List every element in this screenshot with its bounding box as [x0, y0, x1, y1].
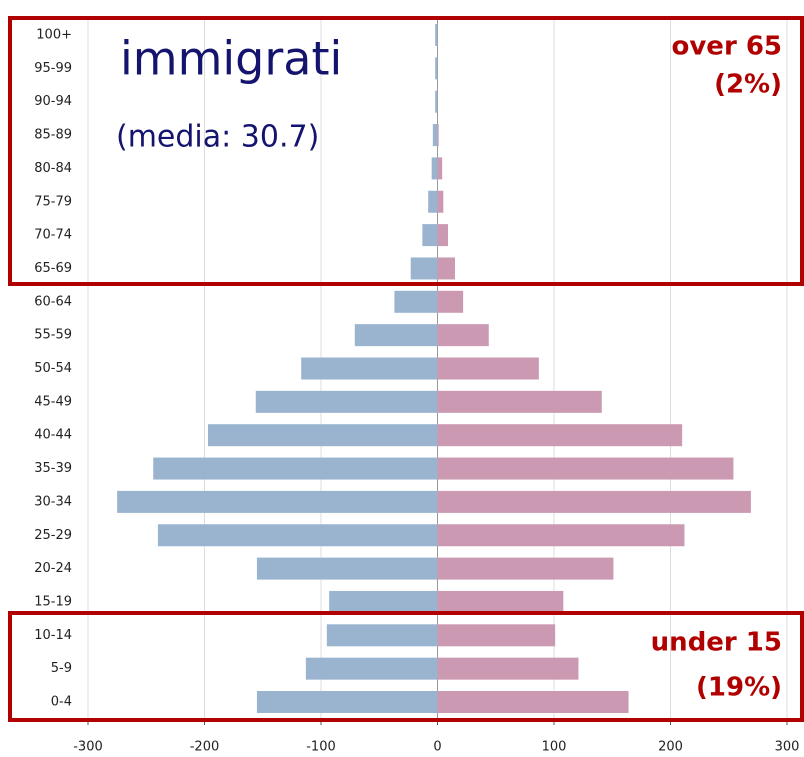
bar	[435, 24, 438, 46]
bar	[437, 524, 685, 547]
x-tick-label: 100	[542, 740, 567, 755]
x-tick-label: -200	[190, 740, 220, 755]
bar	[157, 524, 438, 547]
annotation: (19%)	[696, 673, 782, 703]
bar	[305, 657, 438, 680]
y-tick-label: 25-29	[34, 528, 72, 543]
under-15-box	[8, 611, 804, 722]
bar	[437, 290, 464, 313]
y-tick-label: 90-94	[34, 94, 72, 109]
bar	[256, 691, 438, 713]
bars	[117, 24, 751, 713]
annotation: over 65	[672, 32, 783, 62]
y-tick-label: 10-14	[34, 628, 72, 643]
bar	[326, 624, 438, 647]
y-tick-label: 95-99	[34, 61, 72, 76]
bar	[153, 457, 438, 480]
x-tick-label: -300	[73, 740, 103, 755]
bar	[437, 390, 602, 413]
x-tick-label: 0	[433, 740, 441, 755]
y-tick-label: 55-59	[34, 328, 72, 343]
bar	[437, 557, 614, 580]
bar	[437, 324, 489, 347]
bar	[255, 390, 438, 413]
bar	[207, 424, 438, 447]
y-tick-label: 0-4	[51, 695, 72, 710]
annotation: (2%)	[714, 70, 782, 100]
bar	[435, 57, 438, 80]
y-tick-label: 85-89	[34, 128, 72, 143]
x-tick-label: 300	[775, 740, 800, 755]
y-tick-label: 5-9	[51, 661, 72, 676]
bar	[422, 224, 438, 247]
bar	[117, 490, 438, 513]
bar	[435, 90, 438, 113]
y-tick-label: 80-84	[34, 161, 72, 176]
y-tick-label: 15-19	[34, 594, 72, 609]
bar	[301, 357, 438, 380]
y-tick-label: 50-54	[34, 361, 72, 376]
bar	[437, 257, 455, 280]
bar	[437, 624, 556, 647]
y-tick-label: 100+	[36, 28, 72, 43]
y-tick-label: 60-64	[34, 294, 72, 309]
bar	[432, 124, 438, 147]
y-tick-label: 35-39	[34, 461, 72, 476]
bar	[394, 290, 438, 313]
over-65-box	[8, 16, 804, 286]
bar	[329, 590, 438, 613]
bar	[437, 457, 734, 480]
bar	[354, 324, 438, 347]
bar	[437, 424, 683, 447]
y-tick-label: 70-74	[34, 228, 72, 243]
bar	[431, 157, 438, 180]
bar	[437, 590, 564, 613]
bar	[437, 124, 439, 147]
y-tick-label: 65-69	[34, 261, 72, 276]
y-tick-label: 40-44	[34, 428, 72, 443]
bar	[437, 224, 448, 247]
bar	[256, 557, 438, 580]
bar	[437, 157, 443, 180]
x-tick-label: -100	[306, 740, 336, 755]
subtitle: (media: 30.7)	[116, 120, 319, 155]
bar	[437, 691, 629, 713]
title: immigrati	[120, 32, 342, 86]
annotation: under 15	[651, 628, 782, 658]
y-tick-label: 20-24	[34, 561, 72, 576]
bar	[410, 257, 438, 280]
bar	[437, 357, 539, 380]
bar	[428, 190, 438, 213]
bar	[437, 657, 579, 680]
y-tick-label: 45-49	[34, 394, 72, 409]
y-tick-label: 75-79	[34, 194, 72, 209]
y-tick-label: 30-34	[34, 494, 72, 509]
x-tick-label: 200	[658, 740, 683, 755]
bar	[437, 490, 751, 513]
bar	[437, 190, 444, 213]
